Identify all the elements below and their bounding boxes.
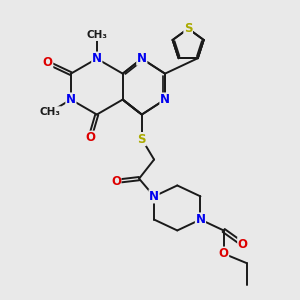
- Text: CH₃: CH₃: [40, 107, 61, 117]
- Text: S: S: [184, 22, 192, 35]
- Text: CH₃: CH₃: [86, 31, 107, 40]
- Text: O: O: [85, 131, 95, 144]
- Text: O: O: [111, 175, 121, 188]
- Text: S: S: [138, 133, 146, 146]
- Text: N: N: [66, 93, 76, 106]
- Text: N: N: [137, 52, 147, 65]
- Text: O: O: [43, 56, 53, 69]
- Text: O: O: [219, 247, 229, 260]
- Text: O: O: [238, 238, 248, 250]
- Text: N: N: [92, 52, 102, 65]
- Text: N: N: [160, 93, 170, 106]
- Text: N: N: [196, 213, 206, 226]
- Text: N: N: [149, 190, 159, 203]
